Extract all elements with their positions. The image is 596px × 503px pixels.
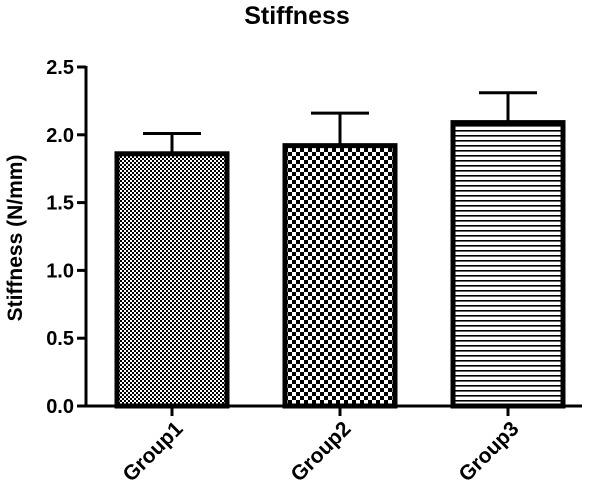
y-tick-label: 2.0	[46, 125, 74, 147]
y-axis-label: Stiffness (N/mm)	[4, 155, 27, 322]
y-tick-label: 0.0	[46, 396, 74, 418]
x-tick-label: Group3	[454, 417, 523, 486]
chart-title: Stiffness	[244, 2, 350, 30]
y-tick-label: 1.0	[46, 260, 74, 282]
bar-group2	[282, 143, 398, 409]
y-tick-label: 2.5	[46, 57, 74, 79]
x-tick-label: Group1	[118, 417, 187, 486]
plot-area: 0.0 0.5 1.0 1.5 2.0 2.5 Group1 Group2 Group3	[46, 57, 582, 486]
x-tick-label: Group2	[286, 417, 355, 486]
y-tick-label: 1.5	[46, 193, 74, 215]
bar-group3	[450, 120, 566, 409]
y-tick-label: 0.5	[46, 328, 74, 350]
bar-group1	[114, 151, 230, 409]
